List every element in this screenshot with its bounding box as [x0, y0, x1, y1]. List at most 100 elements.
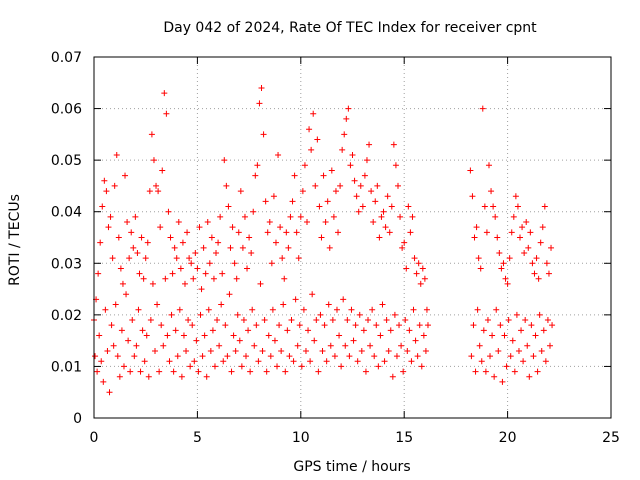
data-point [150, 157, 157, 164]
data-point [480, 327, 487, 334]
data-point [148, 131, 155, 138]
data-point [166, 358, 173, 365]
data-point [265, 332, 272, 339]
data-point [483, 229, 490, 236]
data-point [94, 368, 101, 375]
data-point [301, 162, 308, 169]
data-point [548, 244, 555, 251]
data-point [319, 347, 326, 354]
data-point [366, 141, 373, 148]
data-point [222, 322, 229, 329]
data-point [498, 265, 505, 272]
data-point [235, 229, 242, 236]
data-point [320, 172, 327, 179]
data-point [195, 368, 202, 375]
data-point [174, 353, 181, 360]
data-point [540, 327, 547, 334]
data-point [367, 342, 374, 349]
data-point [223, 182, 230, 189]
data-point [308, 146, 315, 153]
data-point [248, 249, 255, 256]
data-point [105, 224, 112, 231]
data-point [227, 244, 234, 251]
data-point [287, 213, 294, 220]
data-point [297, 213, 304, 220]
y-tick-label: 0.06 [51, 102, 82, 118]
data-point [280, 301, 287, 308]
y-tick-label: 0.07 [51, 50, 82, 66]
data-point [155, 188, 162, 195]
data-point [122, 172, 129, 179]
data-point [545, 270, 552, 277]
data-point [115, 234, 122, 241]
data-point [185, 317, 192, 324]
data-point [541, 203, 548, 210]
data-point [519, 224, 526, 231]
data-point [278, 347, 285, 354]
data-point [194, 265, 201, 272]
data-point [512, 193, 519, 200]
data-point [154, 301, 161, 308]
data-point [238, 363, 245, 370]
data-point [339, 146, 346, 153]
data-point [310, 110, 317, 117]
data-point [406, 327, 413, 334]
data-point [198, 286, 205, 293]
data-point [131, 353, 138, 360]
data-point [467, 167, 474, 174]
data-point [510, 213, 517, 220]
data-point [478, 358, 485, 365]
data-point [361, 172, 368, 179]
data-point [171, 244, 178, 251]
data-point [345, 105, 352, 112]
data-point [209, 327, 216, 334]
data-point [392, 162, 399, 169]
data-point [231, 260, 238, 267]
data-point [518, 327, 525, 334]
data-point [400, 368, 407, 375]
data-point [113, 151, 120, 158]
data-point [159, 167, 166, 174]
data-point [204, 219, 211, 226]
data-point [220, 358, 227, 365]
data-point [488, 188, 495, 195]
x-tick-label: 15 [395, 430, 413, 446]
data-point [92, 353, 99, 360]
data-point [271, 337, 278, 344]
data-point [344, 317, 351, 324]
data-point [482, 368, 489, 375]
data-point [234, 311, 241, 318]
data-point [215, 239, 222, 246]
data-point [129, 317, 136, 324]
y-axis-label: ROTI / TECUs [7, 194, 23, 286]
data-point [118, 327, 125, 334]
data-point [538, 347, 545, 354]
data-point [532, 332, 539, 339]
data-point [161, 90, 168, 97]
data-point [102, 306, 109, 313]
data-point [256, 100, 263, 107]
data-point [268, 260, 275, 267]
data-point [224, 353, 231, 360]
data-point [533, 255, 540, 262]
data-point [184, 229, 191, 236]
chart-title: Day 042 of 2024, Rate Of TEC Index for r… [163, 20, 537, 36]
data-point [284, 327, 291, 334]
data-point [179, 239, 186, 246]
data-point [328, 167, 335, 174]
data-point [127, 368, 134, 375]
data-point [97, 239, 104, 246]
data-point [237, 188, 244, 195]
data-point [146, 188, 153, 195]
data-point [272, 239, 279, 246]
data-point [143, 332, 150, 339]
data-point [140, 275, 147, 282]
x-axis-label: GPS time / hours [293, 459, 410, 475]
data-points [91, 84, 556, 396]
data-point [217, 213, 224, 220]
data-point [322, 219, 329, 226]
data-point [116, 373, 123, 380]
data-point [341, 131, 348, 138]
data-point [216, 342, 223, 349]
data-point [144, 239, 151, 246]
